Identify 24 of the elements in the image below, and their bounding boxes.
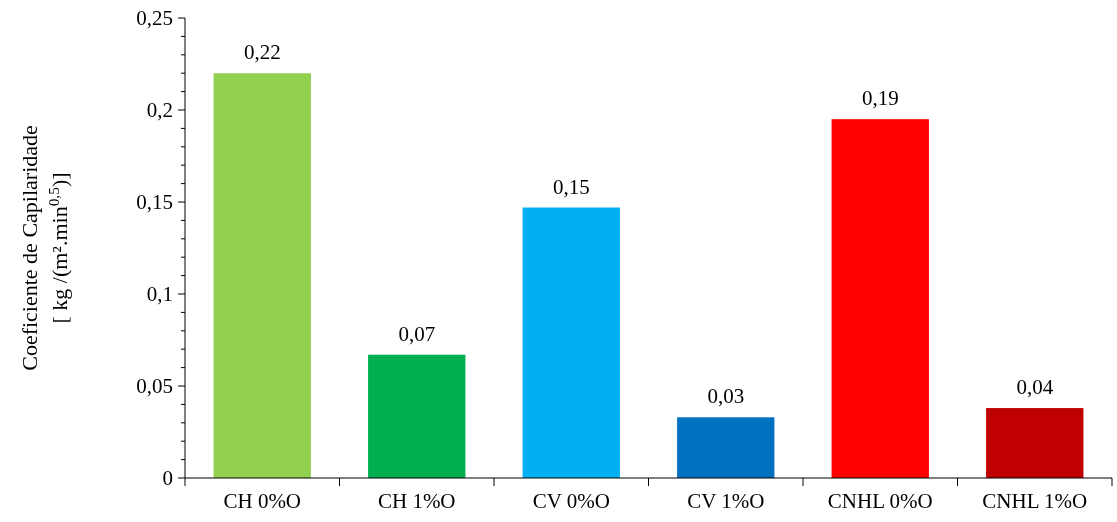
x-tick-label: CNHL 0%O	[827, 489, 933, 513]
data-label: 0,03	[707, 384, 745, 409]
data-label: 0,19	[861, 86, 899, 111]
y-tick-label: 0,25	[136, 6, 173, 31]
data-label: 0,22	[243, 40, 281, 65]
x-tick-label: CH 1%O	[377, 489, 456, 513]
data-label: 0,07	[398, 321, 436, 346]
bar	[368, 354, 466, 478]
bar	[831, 119, 929, 478]
y-tick-label: 0,2	[146, 98, 173, 123]
bar	[986, 408, 1084, 478]
y-tick-label: 0,1	[146, 282, 173, 307]
y-tick-label: 0,15	[136, 190, 173, 215]
x-tick-label: CH 0%O	[223, 489, 302, 513]
data-label: 0,15	[552, 174, 590, 199]
bar	[213, 73, 311, 478]
x-tick-label: CV 1%O	[687, 489, 765, 513]
y-tick-label: 0	[162, 466, 173, 491]
y-tick-label: 0,05	[136, 374, 173, 399]
x-tick-label: CV 0%O	[532, 489, 610, 513]
data-label: 0,04	[1016, 375, 1054, 400]
bar	[522, 207, 620, 478]
x-tick-label: CNHL 1%O	[982, 489, 1088, 513]
bar	[677, 417, 775, 478]
